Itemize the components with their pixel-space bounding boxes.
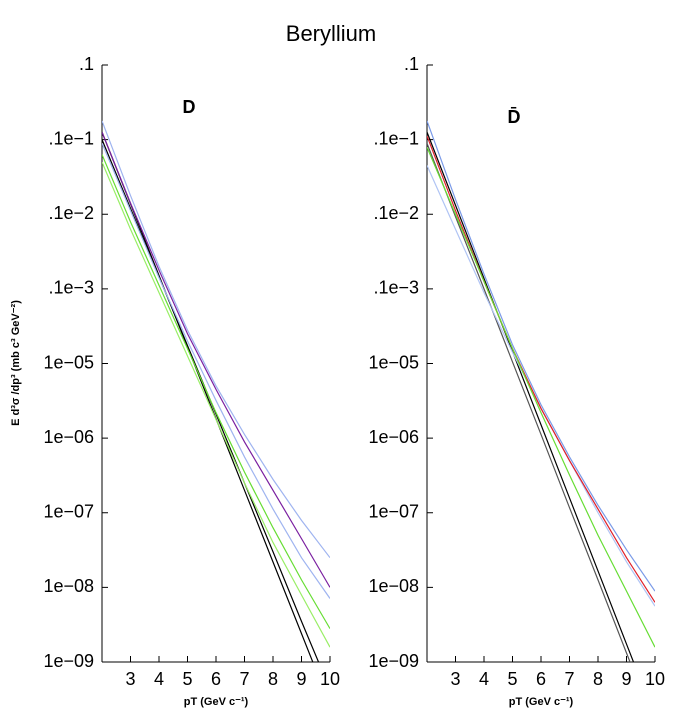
y-tick-label: .1e−1 (48, 128, 94, 148)
y-axis-label: E d³σ /dp³ (mb c³ GeV⁻²) (10, 300, 22, 426)
plot-area (102, 120, 330, 662)
x-tick-label: 9 (296, 669, 306, 689)
y-tick-label: .1e−2 (373, 203, 419, 223)
panel-label: D (183, 97, 196, 117)
chart-title: Beryllium (286, 21, 376, 46)
y-tick-label: 1e−07 (368, 502, 419, 522)
series-line (427, 147, 655, 648)
x-tick-label: 9 (621, 669, 631, 689)
x-tick-label: 7 (564, 669, 574, 689)
x-tick-label: 6 (536, 669, 546, 689)
x-tick-label: 5 (182, 669, 192, 689)
series-line (102, 154, 330, 629)
y-tick-label: .1 (404, 54, 419, 74)
x-axis-label: pT (GeV c⁻¹) (184, 696, 249, 708)
series-line (427, 131, 635, 662)
y-tick-label: .1e−1 (373, 128, 419, 148)
y-tick-label: 1e−05 (368, 352, 419, 372)
y-tick-label: .1e−2 (48, 203, 94, 223)
x-tick-label: 8 (268, 669, 278, 689)
x-tick-label: 3 (125, 669, 135, 689)
x-tick-label: 4 (154, 669, 164, 689)
series-line (102, 143, 330, 599)
y-tick-label: .1e−3 (48, 278, 94, 298)
series-line (102, 131, 330, 588)
panel-label: D̄ (508, 107, 521, 127)
y-tick-label: 1e−05 (43, 352, 94, 372)
series-line (102, 139, 320, 662)
y-tick-label: 1e−09 (368, 651, 419, 671)
x-tick-label: 10 (320, 669, 340, 689)
y-tick-label: 1e−06 (368, 427, 419, 447)
x-tick-label: 3 (450, 669, 460, 689)
x-tick-label: 10 (645, 669, 665, 689)
x-tick-label: 4 (479, 669, 489, 689)
series-line (102, 120, 330, 559)
series-line (427, 143, 631, 662)
y-tick-label: .1e−3 (373, 278, 419, 298)
x-tick-label: 6 (211, 669, 221, 689)
x-tick-label: 5 (507, 669, 517, 689)
series-line (427, 135, 655, 603)
x-tick-label: 8 (593, 669, 603, 689)
y-tick-label: 1e−08 (43, 576, 94, 596)
y-tick-label: 1e−06 (43, 427, 94, 447)
y-tick-label: 1e−09 (43, 651, 94, 671)
x-axis-label: pT (GeV c⁻¹) (509, 696, 574, 708)
plot-area (427, 120, 655, 662)
series-line (427, 120, 655, 592)
y-tick-label: .1 (79, 54, 94, 74)
y-tick-label: 1e−08 (368, 576, 419, 596)
y-tick-label: 1e−07 (43, 502, 94, 522)
series-line (102, 161, 330, 648)
x-tick-label: 7 (239, 669, 249, 689)
